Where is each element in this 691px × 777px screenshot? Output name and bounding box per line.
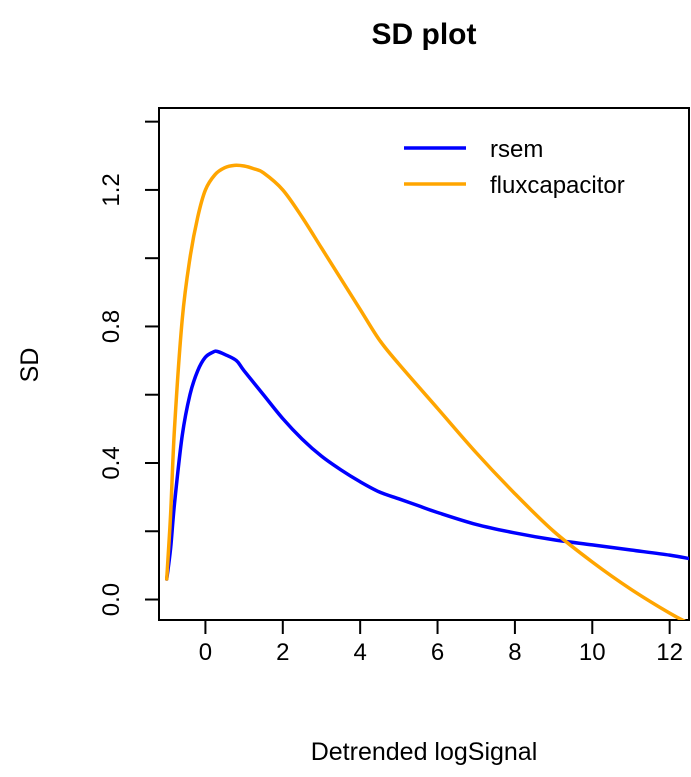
y-tick-label: 1.2 — [98, 173, 125, 206]
x-tick-label: 8 — [508, 639, 521, 666]
legend-label-rsem: rsem — [490, 136, 543, 163]
plot-frame — [158, 107, 690, 621]
legend-label-fluxcapacitor: fluxcapacitor — [490, 172, 625, 199]
series-line-rsem — [164, 349, 689, 581]
x-tick-label: 10 — [579, 639, 606, 666]
legend: rsem fluxcapacitor — [404, 136, 625, 199]
y-tick-label: 0.4 — [98, 446, 125, 479]
x-tick-label: 6 — [431, 639, 444, 666]
x-tick-label: 2 — [276, 639, 289, 666]
x-axis: 0 2 4 6 8 10 12 — [199, 620, 683, 666]
y-axis-label: SD — [16, 348, 44, 383]
x-tick-label: 12 — [656, 639, 683, 666]
x-tick-label: 4 — [353, 639, 366, 666]
y-tick-label: 0.0 — [98, 583, 125, 616]
x-tick-label: 0 — [199, 639, 212, 666]
y-tick-label: 0.8 — [98, 310, 125, 343]
y-axis: 0.0 0.4 0.8 1.2 — [98, 120, 159, 616]
series-line-fluxcapacitor — [164, 163, 687, 620]
chart-title: SD plot — [372, 18, 477, 51]
x-axis-label: Detrended logSignal — [311, 738, 538, 766]
series-layer — [164, 163, 689, 620]
